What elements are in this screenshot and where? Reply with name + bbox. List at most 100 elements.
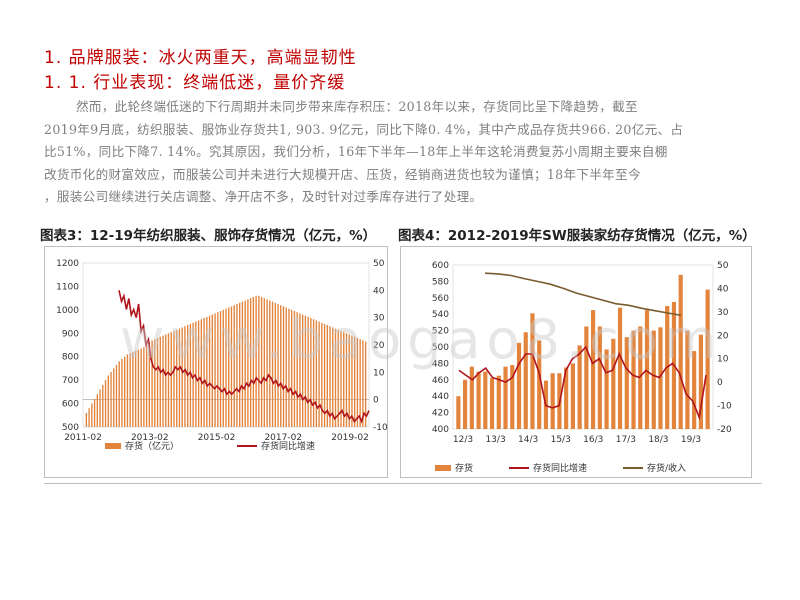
chart3-bar — [236, 304, 238, 427]
chart3-x-tick: 2019-02 — [331, 433, 369, 443]
chart3-bar — [323, 323, 326, 427]
chart4-y-left-tick: 600 — [432, 261, 449, 271]
chart4-bar — [483, 371, 488, 429]
chart3-bar — [96, 394, 99, 427]
chart3-bar — [334, 328, 337, 427]
chart3-bar — [348, 334, 350, 427]
chart3-y-right-tick: 40 — [373, 286, 385, 296]
chart3-x-tick: 2015-02 — [198, 433, 236, 443]
chart3-bar — [249, 298, 252, 427]
chart3-bar — [197, 320, 200, 427]
chart3-bar — [208, 315, 211, 427]
chart4-x-tick: 13/3 — [485, 435, 505, 445]
chart3-bar — [299, 313, 301, 427]
chart3-bar — [162, 335, 164, 427]
chart4-growth-line — [458, 345, 707, 421]
chart3-bar — [255, 295, 257, 427]
chart3-bar — [115, 364, 118, 427]
chart3-bar — [88, 408, 90, 427]
paragraph-line: ，服装公司继续进行关店调整、净开店不多，及时针对过季库存进行了处理。 — [44, 189, 483, 204]
chart4-bar — [469, 366, 474, 429]
chart3-bar — [274, 302, 276, 427]
chart3-bar — [200, 319, 203, 427]
chart4-bar — [617, 307, 623, 429]
chart3-svg: 500 600 700 800 900 1000 1100 1200 -10 0 10 20 30 40 5… — [56, 259, 388, 452]
chart4-bar — [503, 366, 508, 429]
chart3-bar — [291, 309, 293, 427]
chart3-bar — [192, 322, 194, 427]
chart3-bar — [189, 323, 192, 427]
chart3-bar — [351, 335, 353, 427]
chart4-y-right-tick: 40 — [717, 284, 729, 294]
chart3-bar — [222, 309, 224, 427]
chart3-bar — [252, 296, 255, 427]
chart3-bar — [91, 403, 93, 427]
chart4-y-right-tick: 10 — [717, 355, 729, 365]
chart3-bar — [304, 315, 307, 427]
paragraph-line: 改货币化的财富效应，而服装公司并未进行大规模开店、压货，经销商进货也较为谨慎；1… — [44, 166, 641, 182]
chart3-bar — [121, 359, 123, 427]
chart4-y-right-tick: 20 — [717, 331, 729, 341]
chart3-y-left-tick: 900 — [62, 329, 79, 339]
chart4-x-tick: 15/3 — [551, 435, 571, 445]
chart4-bar — [597, 326, 602, 429]
chart4-bar — [678, 274, 683, 429]
chart3-y-left-tick: 500 — [62, 423, 79, 433]
chart3-bar — [269, 300, 271, 427]
chart3-bar — [318, 321, 320, 427]
chart3-bar — [102, 384, 104, 427]
chart3-bar — [230, 306, 233, 427]
chart3-legend-label: 存货（亿元） — [125, 440, 179, 452]
chart4-bar — [685, 330, 690, 429]
chart3-y-right-tick: -10 — [373, 423, 387, 433]
chart4-legend-label: 存货同比增速 — [533, 462, 587, 474]
chart4-bar — [658, 327, 663, 429]
chart3-bar — [359, 339, 361, 427]
chart3-bar — [293, 311, 296, 427]
chart4-y-left-tick: 400 — [432, 425, 449, 435]
chart4-bar — [604, 349, 609, 429]
chart3-bar — [93, 398, 96, 427]
chart3-bar — [258, 295, 260, 427]
chart3-bar — [228, 307, 230, 427]
chart4-y-right-tick: 50 — [717, 261, 729, 271]
chart4-legend-label: 存货 — [455, 462, 473, 474]
chart3-bar — [165, 334, 167, 427]
chart4-bar — [624, 337, 629, 429]
chart4-y-left-tick: 540 — [432, 310, 449, 320]
chart3-bar — [343, 332, 345, 427]
chart4-y-left-tick: 520 — [432, 327, 449, 337]
chart3-bar — [332, 327, 334, 427]
chart3-y-left-tick: 700 — [62, 376, 79, 386]
paragraph-line: 比51%，同比下降7. 14%。究其原因，我们分析，16年下半年—18年上半年这… — [44, 144, 668, 159]
chart3-bar — [156, 337, 159, 427]
chart3-bar — [310, 318, 312, 427]
chart3-bar — [170, 332, 172, 427]
chart3-bar — [260, 296, 263, 427]
chart3-y-left-tick: 800 — [62, 353, 79, 363]
chart4-bar — [496, 375, 501, 429]
chart3-y-right-tick: 50 — [373, 259, 385, 269]
chart4-bar — [651, 330, 656, 429]
chart3-bar — [225, 308, 227, 427]
chart4-y-left-tick: 440 — [432, 392, 449, 402]
chart3-bar — [159, 336, 161, 427]
chart3-bar — [124, 356, 126, 427]
chart3-panel: 500 600 700 800 900 1000 1100 1200 -10 0 10 20 30 40 5… — [44, 246, 388, 478]
chart4-panel: 400 420 440 460 480 500 520 540 560 580 600 -20 -10 0… — [400, 246, 752, 478]
chart3-bar — [301, 314, 304, 427]
chart4-y-right-tick: -10 — [717, 402, 732, 412]
chart3-bar — [364, 341, 367, 427]
chart4-x-tick: 17/3 — [616, 435, 636, 445]
chart3-bar — [110, 371, 112, 427]
chart4-legend-label: 存货/收入 — [647, 462, 686, 474]
chart3-bar — [104, 380, 107, 427]
chart3-y-left-tick: 600 — [62, 400, 79, 410]
chart3-bar — [280, 305, 282, 427]
chart3-bar — [184, 326, 186, 427]
chart3-title: 图表3：12-19年纺织服装、服饰存货情况（亿元，%） — [40, 228, 377, 244]
chart3-bar — [353, 336, 356, 427]
chart4-bar — [537, 340, 542, 429]
chart3-bar — [329, 326, 331, 427]
chart4-x-tick: 19/3 — [681, 435, 701, 445]
